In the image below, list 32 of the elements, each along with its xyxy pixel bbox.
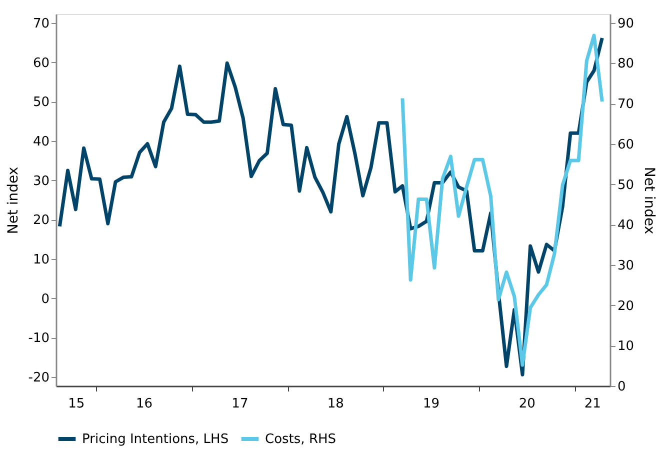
y-tick-label: 50 bbox=[32, 95, 50, 110]
y-tick-label: 20 bbox=[32, 213, 50, 228]
x-tick-label: 21 bbox=[584, 396, 601, 412]
y-tick-label: 70 bbox=[32, 16, 50, 32]
x-tick-label: 20 bbox=[518, 396, 536, 412]
y-tick-label: 60 bbox=[32, 56, 50, 71]
y-axis-title: Net index bbox=[5, 166, 22, 234]
y2-tick-label: 60 bbox=[618, 137, 634, 152]
legend-label: Costs, RHS bbox=[265, 432, 336, 447]
y2-tick-label: 90 bbox=[618, 16, 634, 32]
y-tick-label: 40 bbox=[32, 134, 50, 150]
y2-axis-title: Net index bbox=[641, 166, 658, 234]
x-tick-label: 17 bbox=[232, 396, 248, 412]
y2-tick-label: 0 bbox=[618, 380, 626, 394]
x-tick-label: 16 bbox=[136, 396, 153, 412]
x-tick-label: 19 bbox=[422, 396, 440, 412]
y-tick-label: -20 bbox=[28, 370, 50, 386]
y2-tick-label: 70 bbox=[618, 97, 634, 112]
y2-tick-label: 20 bbox=[618, 298, 634, 314]
y2-tick-label: 80 bbox=[618, 56, 634, 72]
line-series bbox=[400, 34, 604, 367]
y-tick-label: 30 bbox=[32, 174, 50, 189]
y2-tick-label: 30 bbox=[618, 258, 634, 274]
y-tick-label: -10 bbox=[28, 331, 50, 346]
y-tick-label: 10 bbox=[32, 252, 50, 268]
legend-label: Pricing Intentions, LHS bbox=[82, 432, 229, 447]
x-tick-label: 15 bbox=[68, 396, 85, 412]
y2-tick-label: 10 bbox=[618, 339, 634, 354]
y2-tick-label: 50 bbox=[618, 178, 634, 193]
y-tick-label: 0 bbox=[41, 292, 50, 307]
y2-tick-label: 40 bbox=[618, 218, 634, 234]
x-tick-label: 18 bbox=[327, 396, 344, 412]
